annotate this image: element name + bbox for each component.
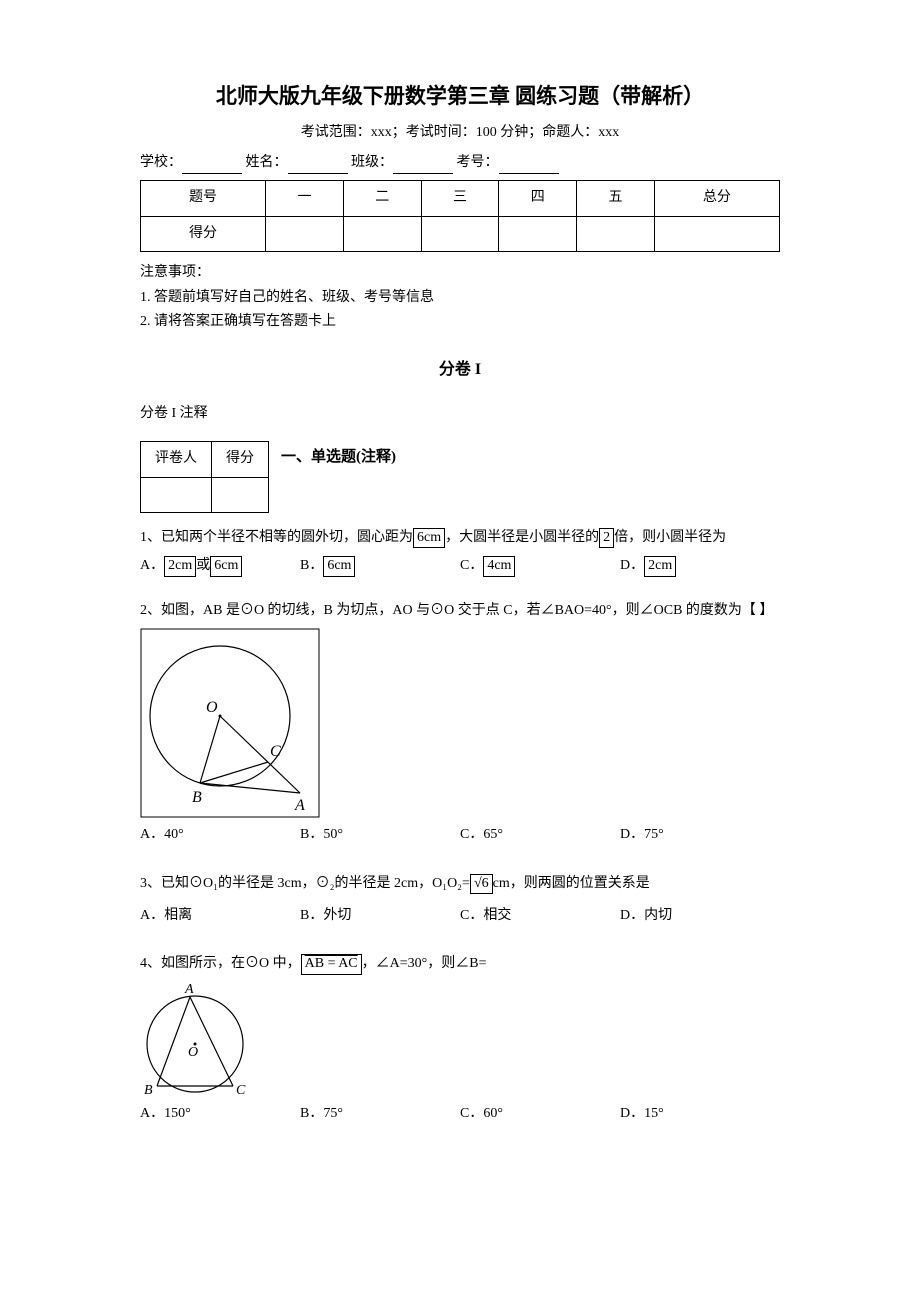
q3-sqrt: √6 — [470, 874, 493, 895]
q1-text-a: 1、已知两个半径不相等的圆外切，圆心距为 — [140, 530, 413, 545]
q2-optA: A．40° — [140, 824, 300, 846]
cell — [421, 216, 499, 251]
cell — [343, 216, 421, 251]
q3-optA: A．相离 — [140, 905, 300, 927]
question-4: 4、如图所示，在⊙O 中， AB = AC ，∠A=30°，则∠B= — [140, 953, 780, 975]
cell: 评卷人 — [141, 442, 212, 477]
label-school: 学校： — [140, 152, 182, 174]
notice-header: 注意事项： — [140, 262, 780, 284]
optA-b1: 2cm — [164, 556, 196, 576]
q1-optA: A．2cm或6cm — [140, 555, 300, 577]
label-B: B — [192, 789, 202, 806]
label-name: 姓名： — [246, 152, 288, 174]
q1-optC: C．4cm — [460, 555, 620, 577]
q4-optD: D．15° — [620, 1103, 780, 1125]
notice-2: 2. 请将答案正确填写在答题卡上 — [140, 311, 780, 333]
cell: 三 — [421, 181, 499, 216]
q1-text-b: ，大圆半径是小圆半径的 — [445, 530, 599, 545]
cell: 总分 — [654, 181, 779, 216]
cell: 一 — [266, 181, 344, 216]
q3-optB: B．外切 — [300, 905, 460, 927]
q2-optC: C．65° — [460, 824, 620, 846]
q1-text-c: 倍，则小圆半径为 — [614, 530, 726, 545]
q1-optD: D．2cm — [620, 555, 780, 577]
q4-svg: A B C O — [140, 982, 250, 1097]
q1-box2: 2 — [599, 528, 614, 548]
q1-box1: 6cm — [413, 528, 445, 548]
label-C: C — [270, 743, 281, 760]
cell: 得分 — [141, 216, 266, 251]
blank-examno — [499, 158, 559, 174]
optC-label: C． — [460, 558, 483, 573]
label-A: A — [294, 797, 305, 814]
optA-label: A． — [140, 558, 164, 573]
score-table: 题号 一 二 三 四 五 总分 得分 — [140, 180, 780, 252]
label-O: O — [206, 699, 218, 716]
cell — [577, 216, 655, 251]
blank-class — [393, 158, 453, 174]
cell: 二 — [343, 181, 421, 216]
q2-options: A．40° B．50° C．65° D．75° — [140, 824, 780, 846]
q2-figure: O B A C — [140, 628, 780, 818]
optD-b: 2cm — [644, 556, 676, 576]
optB-b: 6cm — [323, 556, 355, 576]
q3-optC: C．相交 — [460, 905, 620, 927]
optA-mid: 或 — [196, 558, 210, 573]
part-header: 评卷人 得分 一、单选题(注释) — [140, 441, 780, 513]
cell — [654, 216, 779, 251]
q4-arc-eq: AB = AC — [301, 954, 362, 974]
cell: 五 — [577, 181, 655, 216]
label-examno: 考号： — [457, 152, 499, 174]
table-row: 得分 — [141, 216, 780, 251]
page-title: 北师大版九年级下册数学第三章 圆练习题（带解析） — [140, 80, 780, 114]
blank-school — [182, 158, 242, 174]
q4-text-b: ，∠A=30°，则∠B= — [362, 956, 487, 971]
q4-optC: C．60° — [460, 1103, 620, 1125]
cell: 得分 — [212, 442, 269, 477]
q4-text-a: 4、如图所示，在⊙O 中， — [140, 956, 301, 971]
label-A: A — [184, 982, 194, 997]
grader-table: 评卷人 得分 — [140, 441, 269, 513]
optD-label: D． — [620, 558, 644, 573]
q2-svg: O B A C — [140, 628, 320, 818]
q1-optB: B．6cm — [300, 555, 460, 577]
table-row: 题号 一 二 三 四 五 总分 — [141, 181, 780, 216]
optA-b2: 6cm — [210, 556, 242, 576]
q3-optD: D．内切 — [620, 905, 780, 927]
label-C: C — [236, 1083, 246, 1097]
q4-optB: B．75° — [300, 1103, 460, 1125]
arc-eq-text: AB = AC — [305, 956, 358, 971]
optB-label: B． — [300, 558, 323, 573]
label-O: O — [188, 1045, 198, 1060]
q4-optA: A．150° — [140, 1103, 300, 1125]
q3-text-a: 3、已知⊙O₁的半径是 3cm，⊙₂的半径是 2cm，O₁O₂= — [140, 876, 470, 891]
subtitle: 考试范围：xxx；考试时间：100 分钟；命题人：xxx — [140, 122, 780, 144]
info-line: 学校： 姓名： 班级： 考号： — [140, 152, 780, 174]
q4-figure: A B C O — [140, 982, 780, 1097]
label-class: 班级： — [351, 152, 393, 174]
q4-options: A．150° B．75° C．60° D．15° — [140, 1103, 780, 1125]
question-2: 2、如图，AB 是⊙O 的切线，B 为切点，AO 与⊙O 交于点 C，若∠BAO… — [140, 600, 780, 622]
q2-optD: D．75° — [620, 824, 780, 846]
q3-text-b: cm，则两圆的位置关系是 — [493, 876, 650, 891]
cell: 四 — [499, 181, 577, 216]
notice-1: 1. 答题前填写好自己的姓名、班级、考号等信息 — [140, 287, 780, 309]
cell — [212, 477, 269, 512]
blank-name — [288, 158, 348, 174]
cell — [266, 216, 344, 251]
label-B: B — [144, 1083, 153, 1097]
cell: 题号 — [141, 181, 266, 216]
question-3: 3、已知⊙O₁的半径是 3cm，⊙₂的半径是 2cm，O₁O₂=√6cm，则两圆… — [140, 873, 780, 895]
section-note: 分卷 I 注释 — [140, 403, 780, 425]
q1-options: A．2cm或6cm B．6cm C．4cm D．2cm — [140, 555, 780, 577]
cell — [141, 477, 212, 512]
cell — [499, 216, 577, 251]
q2-optB: B．50° — [300, 824, 460, 846]
section-title: 分卷 I — [140, 357, 780, 383]
optC-b: 4cm — [483, 556, 515, 576]
q3-options: A．相离 B．外切 C．相交 D．内切 — [140, 905, 780, 927]
question-1: 1、已知两个半径不相等的圆外切，圆心距为6cm，大圆半径是小圆半径的2倍，则小圆… — [140, 527, 780, 549]
